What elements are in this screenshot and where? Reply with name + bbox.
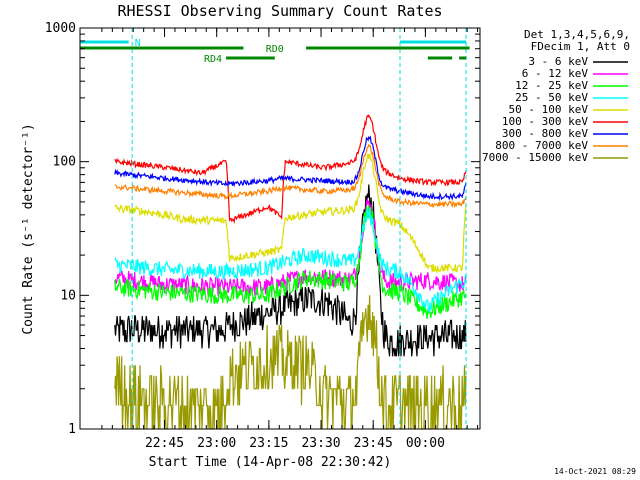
legend-header-line-2: FDecim 1, Att 0 xyxy=(531,40,630,53)
legend-label-1: 6 - 12 keV xyxy=(522,67,589,80)
y-tick-label-3: 1000 xyxy=(45,21,76,36)
plot-frame xyxy=(79,27,481,430)
series-line-5 xyxy=(114,114,467,225)
x-axis: 22:45 23:00 23:15 23:30 23:45 00:00 xyxy=(101,28,479,451)
flag-bar-label-rd4: RD4 xyxy=(204,54,222,65)
chart-title: RHESSI Observing Summary Count Rates xyxy=(117,2,442,20)
legend-label-6: 300 - 800 keV xyxy=(502,127,588,140)
y-axis-title: Count Rate (s⁻¹ detector⁻¹) xyxy=(21,123,36,334)
flag-bar-label-rd0: RD0 xyxy=(266,44,284,55)
series-line-7 xyxy=(114,143,467,209)
series-line-8 xyxy=(114,295,467,430)
flag-bars-layer: N RD0 RD4 xyxy=(80,38,470,65)
series-line-0 xyxy=(114,184,467,357)
series-line-3 xyxy=(114,208,467,313)
x-axis-title: Start Time (14-Apr-08 22:30:42) xyxy=(149,455,392,470)
series-layer xyxy=(114,114,467,430)
series-line-2 xyxy=(114,205,467,320)
legend-label-4: 50 - 100 keV xyxy=(509,103,589,116)
y-axis: 1 10 100 1000 xyxy=(45,21,480,437)
y-tick-label-2: 100 xyxy=(53,155,76,170)
legend: Det 1,3,4,5,6,9, FDecim 1, Att 0 3 - 6 k… xyxy=(482,28,630,164)
legend-label-8: 7000 - 15000 keV xyxy=(482,151,588,164)
legend-label-2: 12 - 25 keV xyxy=(515,79,588,92)
series-line-6 xyxy=(114,135,467,202)
x-tick-label-0: 22:45 xyxy=(145,436,184,451)
x-tick-label-3: 23:30 xyxy=(301,436,340,451)
legend-header-line-1: Det 1,3,4,5,6,9, xyxy=(524,28,630,41)
legend-label-5: 100 - 300 keV xyxy=(502,115,588,128)
series-line-4 xyxy=(114,153,467,274)
x-tick-label-5: 00:00 xyxy=(406,436,445,451)
flag-bar-label-n: N xyxy=(135,38,141,49)
x-tick-label-4: 23:45 xyxy=(354,436,393,451)
legend-label-0: 3 - 6 keV xyxy=(528,55,588,68)
legend-label-7: 800 - 7000 keV xyxy=(495,139,588,152)
footer-date: 14-Oct-2021 08:29 xyxy=(554,467,636,476)
y-tick-label-0: 1 xyxy=(68,422,76,437)
x-tick-label-1: 23:00 xyxy=(197,436,236,451)
legend-label-3: 25 - 50 keV xyxy=(515,91,588,104)
x-tick-label-2: 23:15 xyxy=(249,436,288,451)
y-tick-label-1: 10 xyxy=(60,288,76,303)
